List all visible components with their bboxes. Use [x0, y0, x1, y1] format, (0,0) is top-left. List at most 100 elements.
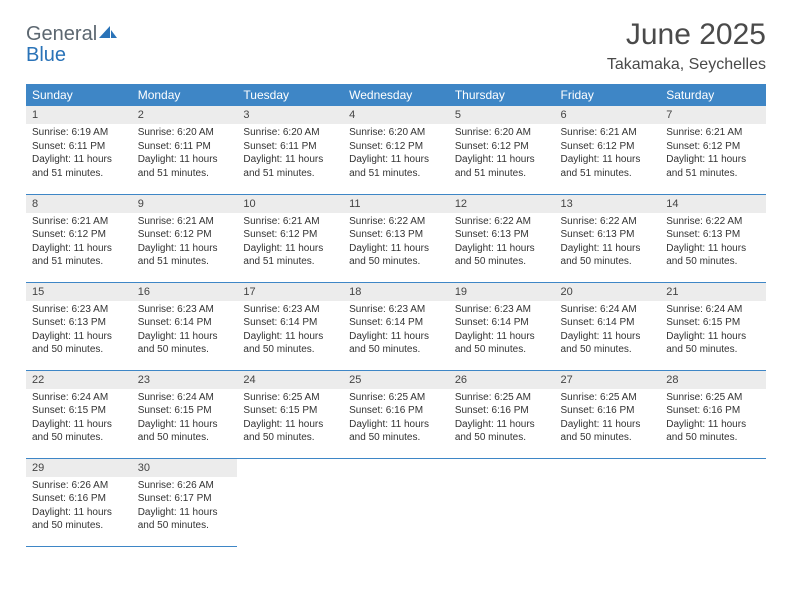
daylight-line1: Daylight: 11 hours: [455, 242, 549, 256]
brand-logo: General Blue: [26, 18, 117, 66]
calendar-day-cell: 28Sunrise: 6:25 AMSunset: 6:16 PMDayligh…: [660, 370, 766, 458]
calendar-day-cell: 26Sunrise: 6:25 AMSunset: 6:16 PMDayligh…: [449, 370, 555, 458]
day-detail: Sunrise: 6:22 AMSunset: 6:13 PMDaylight:…: [660, 213, 766, 273]
day-detail: Sunrise: 6:25 AMSunset: 6:16 PMDaylight:…: [343, 389, 449, 449]
daylight-line1: Daylight: 11 hours: [561, 242, 655, 256]
daylight-line2: and 50 minutes.: [561, 431, 655, 445]
calendar-day-cell: 8Sunrise: 6:21 AMSunset: 6:12 PMDaylight…: [26, 194, 132, 282]
sunset-text: Sunset: 6:13 PM: [455, 228, 549, 242]
daylight-line2: and 51 minutes.: [32, 255, 126, 269]
day-detail: Sunrise: 6:21 AMSunset: 6:12 PMDaylight:…: [26, 213, 132, 273]
calendar-day-cell: 21Sunrise: 6:24 AMSunset: 6:15 PMDayligh…: [660, 282, 766, 370]
daylight-line2: and 50 minutes.: [666, 343, 760, 357]
calendar-week-row: 8Sunrise: 6:21 AMSunset: 6:12 PMDaylight…: [26, 194, 766, 282]
sunrise-text: Sunrise: 6:24 AM: [666, 303, 760, 317]
sunrise-text: Sunrise: 6:21 AM: [561, 126, 655, 140]
sunrise-text: Sunrise: 6:22 AM: [455, 215, 549, 229]
daylight-line2: and 50 minutes.: [561, 343, 655, 357]
daylight-line1: Daylight: 11 hours: [138, 153, 232, 167]
sunset-text: Sunset: 6:15 PM: [243, 404, 337, 418]
calendar-day-cell: 6Sunrise: 6:21 AMSunset: 6:12 PMDaylight…: [555, 106, 661, 194]
daylight-line2: and 51 minutes.: [243, 167, 337, 181]
sunrise-text: Sunrise: 6:20 AM: [455, 126, 549, 140]
day-detail: Sunrise: 6:24 AMSunset: 6:15 PMDaylight:…: [132, 389, 238, 449]
day-detail: Sunrise: 6:23 AMSunset: 6:14 PMDaylight:…: [237, 301, 343, 361]
day-detail: Sunrise: 6:21 AMSunset: 6:12 PMDaylight:…: [237, 213, 343, 273]
sunrise-text: Sunrise: 6:20 AM: [349, 126, 443, 140]
sunset-text: Sunset: 6:12 PM: [455, 140, 549, 154]
calendar-day-cell: 15Sunrise: 6:23 AMSunset: 6:13 PMDayligh…: [26, 282, 132, 370]
daylight-line1: Daylight: 11 hours: [138, 418, 232, 432]
calendar-week-row: 22Sunrise: 6:24 AMSunset: 6:15 PMDayligh…: [26, 370, 766, 458]
day-detail: Sunrise: 6:25 AMSunset: 6:16 PMDaylight:…: [449, 389, 555, 449]
sunset-text: Sunset: 6:16 PM: [455, 404, 549, 418]
day-detail: Sunrise: 6:22 AMSunset: 6:13 PMDaylight:…: [555, 213, 661, 273]
sunrise-text: Sunrise: 6:23 AM: [349, 303, 443, 317]
sunrise-text: Sunrise: 6:21 AM: [138, 215, 232, 229]
sunset-text: Sunset: 6:12 PM: [138, 228, 232, 242]
sunset-text: Sunset: 6:12 PM: [561, 140, 655, 154]
calendar-day-cell: 3Sunrise: 6:20 AMSunset: 6:11 PMDaylight…: [237, 106, 343, 194]
day-detail: Sunrise: 6:20 AMSunset: 6:11 PMDaylight:…: [237, 124, 343, 184]
day-detail: Sunrise: 6:24 AMSunset: 6:14 PMDaylight:…: [555, 301, 661, 361]
sunset-text: Sunset: 6:14 PM: [138, 316, 232, 330]
sunrise-text: Sunrise: 6:23 AM: [138, 303, 232, 317]
sunrise-text: Sunrise: 6:19 AM: [32, 126, 126, 140]
calendar-day-cell: 10Sunrise: 6:21 AMSunset: 6:12 PMDayligh…: [237, 194, 343, 282]
day-number: 23: [132, 371, 238, 389]
daylight-line2: and 51 minutes.: [561, 167, 655, 181]
daylight-line2: and 50 minutes.: [349, 343, 443, 357]
daylight-line1: Daylight: 11 hours: [32, 330, 126, 344]
calendar-day-cell: 13Sunrise: 6:22 AMSunset: 6:13 PMDayligh…: [555, 194, 661, 282]
calendar-day-cell: 23Sunrise: 6:24 AMSunset: 6:15 PMDayligh…: [132, 370, 238, 458]
daylight-line1: Daylight: 11 hours: [32, 506, 126, 520]
day-detail: Sunrise: 6:24 AMSunset: 6:15 PMDaylight:…: [660, 301, 766, 361]
sunrise-text: Sunrise: 6:25 AM: [666, 391, 760, 405]
sunset-text: Sunset: 6:15 PM: [666, 316, 760, 330]
sunset-text: Sunset: 6:17 PM: [138, 492, 232, 506]
daylight-line2: and 50 minutes.: [666, 255, 760, 269]
daylight-line1: Daylight: 11 hours: [666, 153, 760, 167]
daylight-line2: and 50 minutes.: [455, 343, 549, 357]
sunset-text: Sunset: 6:11 PM: [138, 140, 232, 154]
day-detail: Sunrise: 6:23 AMSunset: 6:14 PMDaylight:…: [343, 301, 449, 361]
calendar-day-cell: 5Sunrise: 6:20 AMSunset: 6:12 PMDaylight…: [449, 106, 555, 194]
sunset-text: Sunset: 6:12 PM: [32, 228, 126, 242]
daylight-line1: Daylight: 11 hours: [138, 330, 232, 344]
day-number: 7: [660, 106, 766, 124]
logo-word-blue: Blue: [26, 44, 66, 66]
day-detail: Sunrise: 6:25 AMSunset: 6:16 PMDaylight:…: [555, 389, 661, 449]
daylight-line2: and 50 minutes.: [666, 431, 760, 445]
day-number: 14: [660, 195, 766, 213]
daylight-line1: Daylight: 11 hours: [32, 153, 126, 167]
daylight-line2: and 50 minutes.: [243, 343, 337, 357]
day-number: 2: [132, 106, 238, 124]
daylight-line1: Daylight: 11 hours: [455, 330, 549, 344]
sunset-text: Sunset: 6:13 PM: [349, 228, 443, 242]
weekday-header: Friday: [555, 84, 661, 106]
day-number: 25: [343, 371, 449, 389]
daylight-line1: Daylight: 11 hours: [666, 242, 760, 256]
daylight-line2: and 51 minutes.: [455, 167, 549, 181]
page-title: June 2025: [607, 18, 766, 52]
daylight-line2: and 50 minutes.: [561, 255, 655, 269]
day-number: 29: [26, 459, 132, 477]
day-number: 5: [449, 106, 555, 124]
sunset-text: Sunset: 6:11 PM: [243, 140, 337, 154]
daylight-line2: and 50 minutes.: [455, 255, 549, 269]
daylight-line1: Daylight: 11 hours: [561, 153, 655, 167]
day-detail: Sunrise: 6:25 AMSunset: 6:15 PMDaylight:…: [237, 389, 343, 449]
day-number: 9: [132, 195, 238, 213]
weekday-header: Sunday: [26, 84, 132, 106]
daylight-line2: and 50 minutes.: [349, 431, 443, 445]
sunset-text: Sunset: 6:15 PM: [32, 404, 126, 418]
daylight-line1: Daylight: 11 hours: [243, 153, 337, 167]
sunrise-text: Sunrise: 6:23 AM: [455, 303, 549, 317]
sunset-text: Sunset: 6:16 PM: [349, 404, 443, 418]
day-detail: Sunrise: 6:23 AMSunset: 6:14 PMDaylight:…: [449, 301, 555, 361]
calendar-day-cell: 27Sunrise: 6:25 AMSunset: 6:16 PMDayligh…: [555, 370, 661, 458]
sunrise-text: Sunrise: 6:24 AM: [32, 391, 126, 405]
day-number: 28: [660, 371, 766, 389]
daylight-line1: Daylight: 11 hours: [349, 242, 443, 256]
sunset-text: Sunset: 6:13 PM: [666, 228, 760, 242]
